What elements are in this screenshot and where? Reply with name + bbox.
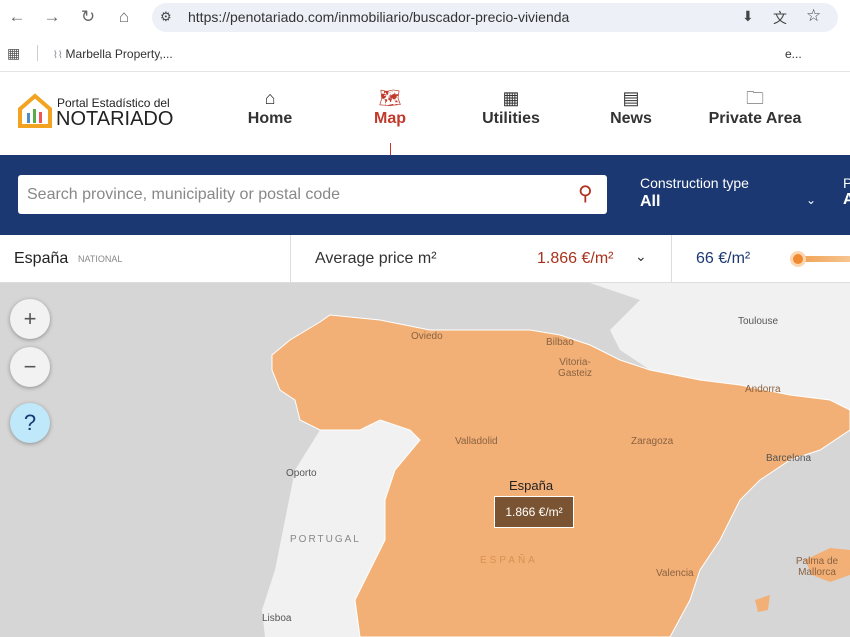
city-label: Lisboa xyxy=(262,613,292,624)
city-label: Palma de Mallorca xyxy=(795,556,839,578)
stats-bar: España NATIONAL Average price m² 1.866 €… xyxy=(0,235,850,283)
country-label: ESPAÑA xyxy=(480,555,538,566)
nav-news[interactable]: ▤ News xyxy=(600,86,662,128)
home-icon: ⌂ xyxy=(264,88,276,108)
city-label: Toulouse xyxy=(738,316,779,327)
bookmarks-bar: ▦ ⌇⌇ Marbella Property,... e... xyxy=(0,36,850,72)
map-canvas[interactable] xyxy=(0,283,850,637)
city-label: Vitoria-Gasteiz xyxy=(558,357,592,379)
reload-icon[interactable]: ↻ xyxy=(80,7,96,26)
bookmark-star-icon[interactable]: ☆ xyxy=(806,6,822,25)
city-label: Zaragoza xyxy=(631,436,674,447)
france-land xyxy=(590,283,850,410)
mallorca-region xyxy=(805,548,850,582)
logo-icon[interactable] xyxy=(17,93,53,129)
map[interactable]: + − ? Oviedo Bilbao Vitoria-Gasteiz Toul… xyxy=(0,283,850,637)
zoom-in-button[interactable]: + xyxy=(10,299,50,339)
newspaper-icon: ▤ xyxy=(622,88,640,108)
bookmark-trailing[interactable]: e... xyxy=(785,47,802,61)
city-label: Andorra xyxy=(745,384,781,395)
map-icon: 🗺︎ xyxy=(378,88,402,108)
apps-icon[interactable]: ▦ xyxy=(7,45,21,61)
back-icon[interactable]: ← xyxy=(8,7,26,26)
search-icon[interactable]: ⚲ xyxy=(578,183,593,205)
favicon-icon: ⌇⌇ xyxy=(53,50,66,61)
city-label: Valencia xyxy=(656,568,694,579)
site-header: Portal Estadístico del NOTARIADO xyxy=(0,73,850,155)
home-browser-icon[interactable]: ⌂ xyxy=(118,7,130,26)
bookmark-marbella[interactable]: ⌇⌇ Marbella Property,... xyxy=(53,47,173,61)
active-indicator xyxy=(390,143,391,155)
forward-icon[interactable]: → xyxy=(43,7,61,26)
translate-icon[interactable]: 文 xyxy=(773,10,787,26)
address-bar[interactable] xyxy=(152,3,838,32)
city-label: Oviedo xyxy=(411,331,443,342)
nav-private-area[interactable]: 🗀 Private Area xyxy=(700,86,810,128)
tooltip-title: España xyxy=(509,478,554,493)
nav-utilities[interactable]: ▦ Utilities xyxy=(475,86,547,128)
divider xyxy=(290,235,291,283)
city-label: Valladolid xyxy=(455,436,498,447)
url-text[interactable]: https://penotariado.com/inmobiliario/bus… xyxy=(188,9,570,25)
grid-icon: ▦ xyxy=(502,88,520,108)
city-label: Barcelona xyxy=(766,453,812,464)
price-range-bar xyxy=(796,256,850,262)
country-label: PORTUGAL xyxy=(290,534,361,545)
browser-toolbar: ← → ↻ ⌂ ⚙ https://penotariado.com/inmobi… xyxy=(0,0,850,36)
city-label: Bilbao xyxy=(546,337,574,348)
help-button[interactable]: ? xyxy=(10,403,50,443)
install-icon[interactable]: ⬇ xyxy=(742,8,754,24)
metric-select[interactable]: Average price m² 1.866 €/m² ⌄ xyxy=(315,248,647,267)
region-name: España xyxy=(14,250,69,267)
range-min: 66 €/m² xyxy=(696,250,751,267)
city-label: Oporto xyxy=(286,468,317,479)
logo-subtitle: Portal Estadístico del xyxy=(57,96,170,110)
divider xyxy=(671,235,672,283)
nav-map[interactable]: 🗺︎ Map xyxy=(360,86,420,128)
ibiza-region xyxy=(755,595,770,612)
divider xyxy=(37,45,38,61)
region-scope: NATIONAL xyxy=(78,254,123,264)
range-handle[interactable] xyxy=(790,251,806,267)
search-input[interactable]: Search province, municipality or postal … xyxy=(18,175,607,214)
folder-icon: 🗀 xyxy=(746,88,764,108)
spain-region xyxy=(271,314,850,637)
price-tooltip: 1.866 €/m² xyxy=(494,496,574,528)
chevron-down-icon: ⌄ xyxy=(635,248,647,264)
chevron-down-icon: ⌄ xyxy=(806,193,817,207)
portugal-land xyxy=(262,420,420,637)
construction-type-select[interactable]: Construction type All ⌄ xyxy=(640,175,817,210)
zoom-out-button[interactable]: − xyxy=(10,347,50,387)
nav-home[interactable]: ⌂ Home xyxy=(240,86,300,128)
logo-title: NOTARIADO xyxy=(56,108,174,130)
site-settings-icon[interactable]: ⚙ xyxy=(160,9,172,24)
